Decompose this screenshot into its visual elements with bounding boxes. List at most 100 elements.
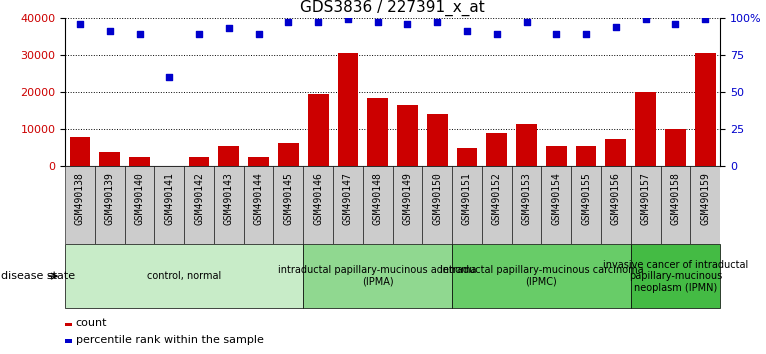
FancyBboxPatch shape: [303, 244, 452, 308]
Bar: [397, 105, 418, 166]
Text: GSM490148: GSM490148: [373, 173, 383, 225]
FancyBboxPatch shape: [512, 166, 542, 244]
Point: [282, 19, 294, 25]
Text: invasive cancer of intraductal
papillary-mucinous
neoplasm (IPMN): invasive cancer of intraductal papillary…: [603, 259, 748, 293]
Text: GSM490143: GSM490143: [224, 173, 234, 225]
Bar: [100, 152, 120, 166]
FancyBboxPatch shape: [392, 166, 422, 244]
Text: GSM490153: GSM490153: [522, 173, 532, 225]
Text: GSM490146: GSM490146: [313, 173, 323, 225]
FancyBboxPatch shape: [333, 166, 363, 244]
Bar: [278, 143, 299, 166]
FancyBboxPatch shape: [571, 166, 601, 244]
Bar: [65, 323, 72, 326]
Text: GSM490149: GSM490149: [402, 173, 412, 225]
Text: GSM490152: GSM490152: [492, 173, 502, 225]
Point: [133, 31, 146, 37]
Text: count: count: [76, 318, 107, 328]
Text: intraductal papillary-mucinous adenoma
(IPMA): intraductal papillary-mucinous adenoma (…: [278, 265, 477, 287]
Bar: [427, 114, 447, 166]
FancyBboxPatch shape: [363, 166, 392, 244]
FancyBboxPatch shape: [273, 166, 303, 244]
FancyBboxPatch shape: [452, 244, 630, 308]
Text: percentile rank within the sample: percentile rank within the sample: [76, 335, 264, 344]
Text: GSM490158: GSM490158: [670, 173, 680, 225]
FancyBboxPatch shape: [214, 166, 244, 244]
Bar: [70, 137, 90, 166]
Bar: [248, 158, 269, 166]
FancyBboxPatch shape: [244, 166, 273, 244]
Text: control, normal: control, normal: [147, 271, 221, 281]
FancyBboxPatch shape: [422, 166, 452, 244]
Bar: [367, 98, 388, 166]
Text: GSM490138: GSM490138: [75, 173, 85, 225]
FancyBboxPatch shape: [452, 166, 482, 244]
FancyBboxPatch shape: [630, 166, 660, 244]
Text: GSM490145: GSM490145: [283, 173, 293, 225]
Bar: [695, 53, 715, 166]
Bar: [457, 148, 477, 166]
FancyBboxPatch shape: [95, 166, 125, 244]
Bar: [486, 133, 507, 166]
Text: GSM490141: GSM490141: [164, 173, 175, 225]
Text: GSM490154: GSM490154: [552, 173, 561, 225]
Point: [193, 31, 205, 37]
FancyBboxPatch shape: [65, 166, 95, 244]
Point: [461, 28, 473, 34]
Text: GSM490157: GSM490157: [640, 173, 650, 225]
FancyBboxPatch shape: [65, 244, 303, 308]
Point: [103, 28, 116, 34]
Bar: [576, 146, 597, 166]
FancyBboxPatch shape: [303, 166, 333, 244]
Point: [699, 16, 712, 22]
Point: [640, 16, 652, 22]
Bar: [308, 94, 329, 166]
FancyBboxPatch shape: [155, 166, 184, 244]
Point: [580, 31, 592, 37]
Title: GDS3836 / 227391_x_at: GDS3836 / 227391_x_at: [300, 0, 485, 16]
Bar: [188, 157, 209, 166]
Text: GSM490155: GSM490155: [581, 173, 591, 225]
Point: [163, 74, 175, 80]
FancyBboxPatch shape: [660, 166, 690, 244]
FancyBboxPatch shape: [630, 244, 720, 308]
FancyBboxPatch shape: [184, 166, 214, 244]
Text: intraductal papillary-mucinous carcinoma
(IPMC): intraductal papillary-mucinous carcinoma…: [440, 265, 643, 287]
Bar: [665, 129, 686, 166]
Text: GSM490150: GSM490150: [432, 173, 442, 225]
Point: [253, 31, 265, 37]
Text: GSM490140: GSM490140: [135, 173, 145, 225]
FancyBboxPatch shape: [482, 166, 512, 244]
Text: GSM490151: GSM490151: [462, 173, 472, 225]
FancyBboxPatch shape: [542, 166, 571, 244]
Point: [372, 19, 384, 25]
Point: [669, 21, 682, 27]
Bar: [516, 124, 537, 166]
FancyBboxPatch shape: [601, 166, 630, 244]
Point: [491, 31, 503, 37]
Bar: [635, 92, 656, 166]
Bar: [605, 138, 627, 166]
Bar: [546, 146, 567, 166]
Text: GSM490144: GSM490144: [254, 173, 264, 225]
Point: [401, 21, 414, 27]
Text: GSM490139: GSM490139: [105, 173, 115, 225]
Text: GSM490156: GSM490156: [611, 173, 621, 225]
Bar: [65, 339, 72, 343]
Bar: [129, 158, 150, 166]
Text: GSM490147: GSM490147: [343, 173, 353, 225]
FancyBboxPatch shape: [125, 166, 155, 244]
Point: [610, 24, 622, 29]
FancyBboxPatch shape: [690, 166, 720, 244]
Text: disease state: disease state: [1, 271, 75, 281]
Point: [223, 25, 235, 31]
Point: [312, 19, 324, 25]
Bar: [338, 53, 358, 166]
Point: [342, 16, 354, 22]
Bar: [218, 146, 239, 166]
Text: GSM490142: GSM490142: [194, 173, 204, 225]
Point: [520, 19, 532, 25]
Point: [74, 21, 86, 27]
Point: [550, 31, 562, 37]
Text: GSM490159: GSM490159: [700, 173, 710, 225]
